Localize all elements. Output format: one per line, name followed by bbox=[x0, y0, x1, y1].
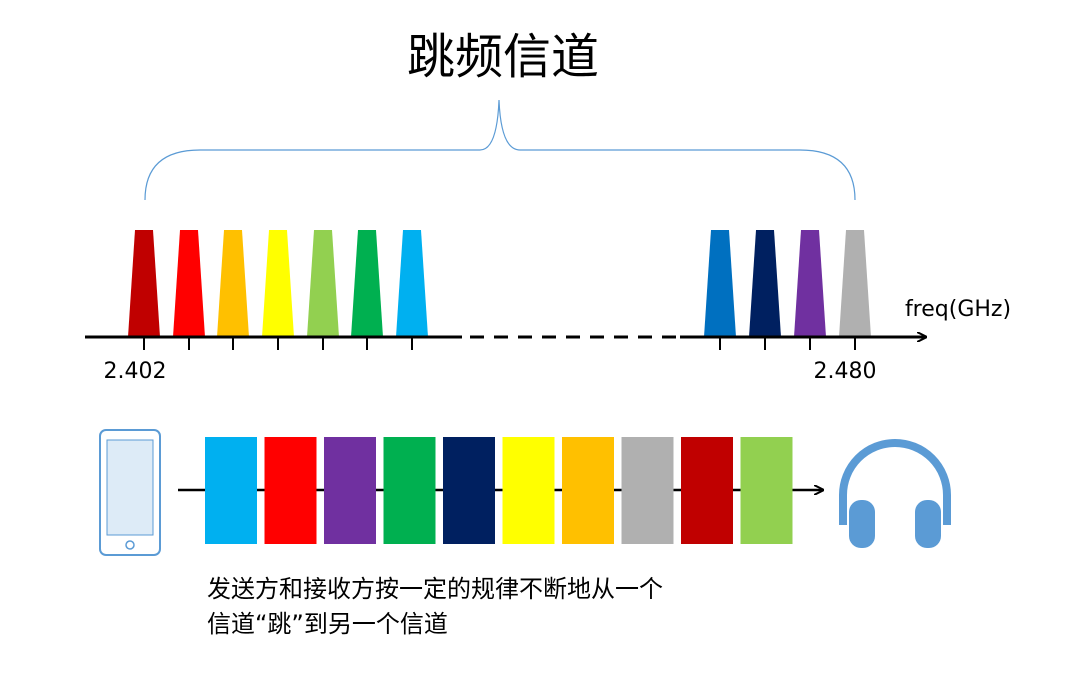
hop-block bbox=[205, 437, 257, 544]
hop-block bbox=[383, 437, 436, 544]
channels bbox=[128, 230, 871, 350]
phone bbox=[99, 429, 161, 556]
channel bbox=[307, 230, 339, 337]
hop-block bbox=[502, 437, 555, 544]
title: 跳频信道 bbox=[407, 29, 599, 85]
hop-block bbox=[264, 437, 317, 544]
channel bbox=[704, 230, 736, 337]
caption-line: 发送方和接收方按一定的规律不断地从一个 bbox=[207, 575, 663, 603]
hop-block bbox=[443, 437, 495, 544]
axis-end: 2.480 bbox=[814, 359, 877, 384]
axis-start: 2.402 bbox=[104, 359, 167, 384]
channel bbox=[396, 230, 428, 337]
channel bbox=[794, 230, 826, 337]
channel bbox=[749, 230, 781, 337]
brace bbox=[144, 99, 856, 201]
hop-block bbox=[740, 437, 793, 544]
channel bbox=[839, 230, 871, 337]
hop-block bbox=[621, 437, 674, 544]
channel bbox=[262, 230, 294, 337]
channel bbox=[128, 230, 160, 337]
caption-line: 信道“跳”到另一个信道 bbox=[207, 610, 448, 638]
hops bbox=[205, 437, 793, 544]
channel bbox=[351, 230, 383, 337]
hop-block bbox=[324, 437, 376, 544]
hop-block bbox=[562, 437, 614, 544]
headphones bbox=[839, 439, 951, 548]
channel bbox=[217, 230, 249, 337]
axis-label: freq(GHz) bbox=[905, 297, 1011, 322]
channel bbox=[173, 230, 205, 337]
hop-block bbox=[681, 437, 733, 544]
